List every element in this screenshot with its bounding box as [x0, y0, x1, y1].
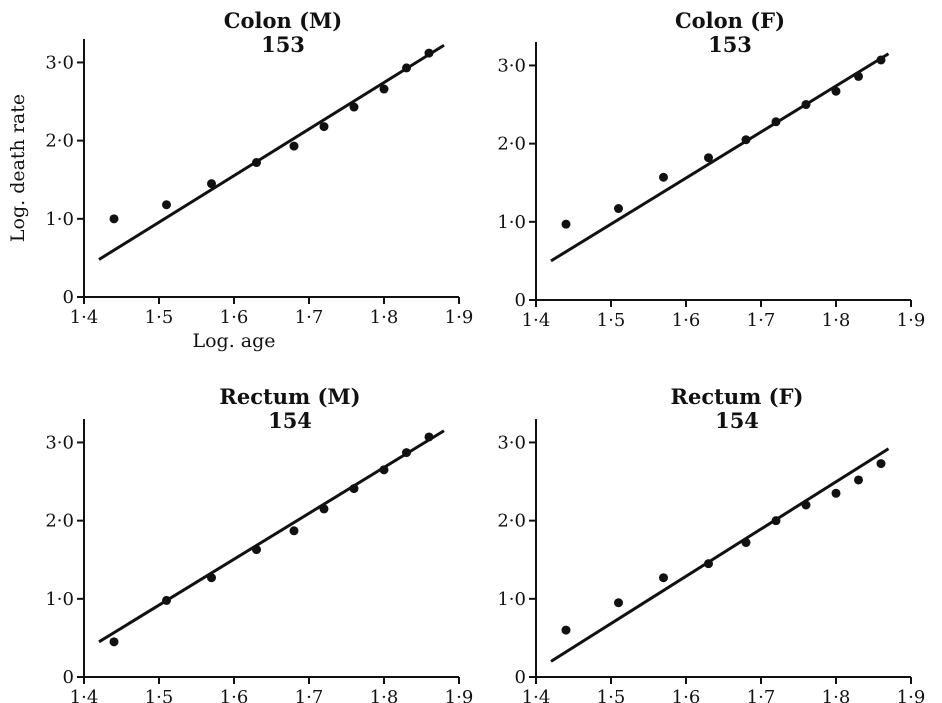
data-point: [207, 179, 216, 189]
fit-line: [550, 52, 890, 263]
chart-subtitle: 154: [268, 408, 312, 433]
x-tick-label: 1·8: [370, 687, 399, 703]
data-point: [424, 48, 434, 58]
data-point: [831, 86, 841, 96]
x-tick-label: 1·7: [295, 307, 324, 328]
data-point: [424, 432, 434, 442]
chart-subtitle: 153: [261, 32, 305, 57]
data-point: [614, 204, 623, 214]
data-point: [801, 100, 811, 110]
x-tick-label: 1·4: [522, 310, 551, 331]
chart-subtitle: 153: [708, 32, 752, 57]
fit-line: [550, 447, 890, 663]
y-tick-label: 0: [63, 667, 74, 688]
y-tick-label: 2·0: [45, 131, 74, 152]
data-point: [162, 595, 171, 605]
y-tick-label: 3·0: [45, 432, 74, 453]
x-tick-label: 1·9: [445, 687, 474, 703]
chart-panel-2: Colon (F)153 1·4 1·5 1·6 1·7 1·8 1·9 0 1·0 2·0 3·0: [497, 8, 925, 331]
data-point: [109, 637, 119, 647]
x-tick-label: 1·5: [597, 687, 626, 703]
data-point: [319, 504, 329, 514]
data-point: [876, 459, 886, 469]
data-point: [704, 559, 713, 569]
chart-subtitle: 154: [715, 408, 759, 433]
y-tick-label: 1·0: [497, 589, 526, 610]
data-point: [659, 172, 668, 182]
y-tick-label: 3·0: [497, 432, 526, 453]
y-tick-label: 2·0: [45, 511, 74, 532]
data-point: [741, 135, 751, 145]
data-point: [349, 102, 359, 112]
x-tick-label: 1·7: [295, 687, 324, 703]
data-point: [402, 448, 411, 458]
x-tick-label: 1·6: [672, 687, 701, 703]
data-point: [659, 573, 668, 583]
x-tick-label: 1·4: [522, 687, 551, 703]
data-point: [801, 500, 811, 510]
data-point: [771, 516, 781, 526]
data-point: [854, 71, 863, 81]
y-tick-label: 1·0: [497, 212, 526, 233]
data-point: [379, 84, 389, 94]
x-tick-label: 1·9: [897, 687, 926, 703]
data-point: [876, 55, 886, 65]
chart-title: Colon (M): [224, 8, 342, 33]
data-point: [319, 122, 329, 132]
y-tick-label: 2·0: [497, 511, 526, 532]
x-tick-label: 1·7: [747, 687, 776, 703]
fit-line: [98, 429, 445, 644]
chart-panel-3: Rectum (M)154 1·4 1·5 1·6 1·7 1·8 1·9 0 1·0 2·0 3·…: [45, 384, 473, 703]
x-tick-label: 1·7: [747, 310, 776, 331]
x-tick-label: 1·6: [672, 310, 701, 331]
data-point: [379, 465, 389, 475]
y-tick-label: 3·0: [45, 52, 74, 73]
data-point: [252, 545, 261, 555]
data-point: [162, 200, 171, 210]
x-tick-label: 1·8: [822, 687, 851, 703]
data-point: [561, 219, 571, 229]
y-tick-label: 3·0: [497, 55, 526, 76]
chart-title: Rectum (F): [671, 384, 804, 409]
data-point: [252, 158, 261, 168]
data-point: [402, 63, 411, 73]
x-tick-label: 1·4: [70, 687, 99, 703]
x-tick-label: 1·5: [145, 307, 174, 328]
y-axis-label: Log. death rate: [7, 94, 29, 242]
data-point: [289, 526, 299, 536]
x-tick-label: 1·8: [370, 307, 399, 328]
chart-panel-1: Colon (M)153 1·4 1·5 1·6 1·7 1·8 1·9 0 1·0 2·0 3·0…: [7, 8, 473, 352]
y-tick-label: 2·0: [497, 134, 526, 155]
data-point: [349, 484, 359, 494]
y-tick-label: 0: [515, 290, 526, 311]
fit-line: [98, 43, 445, 261]
x-axis-label: Log. age: [192, 330, 275, 352]
x-tick-label: 1·6: [220, 307, 249, 328]
data-point: [109, 214, 119, 224]
chart-panel-4: Rectum (F)154 1·4 1·5 1·6 1·7 1·8 1·9 0 1·0 2·0 3·…: [497, 384, 925, 703]
data-point: [771, 117, 781, 127]
x-tick-label: 1·6: [220, 687, 249, 703]
x-tick-label: 1·5: [145, 687, 174, 703]
x-tick-label: 1·8: [822, 310, 851, 331]
data-point: [207, 573, 216, 583]
x-tick-label: 1·9: [897, 310, 926, 331]
data-point: [831, 488, 841, 498]
y-tick-label: 0: [63, 287, 74, 308]
x-tick-label: 1·9: [445, 307, 474, 328]
chart-title: Colon (F): [675, 8, 785, 33]
data-point: [704, 153, 713, 163]
x-tick-label: 1·4: [70, 307, 99, 328]
data-point: [614, 598, 623, 608]
data-point: [741, 538, 751, 548]
data-point: [561, 625, 571, 635]
y-tick-label: 0: [515, 667, 526, 688]
data-point: [854, 475, 863, 485]
y-tick-label: 1·0: [45, 209, 74, 230]
x-tick-label: 1·5: [597, 310, 626, 331]
y-tick-label: 1·0: [45, 589, 74, 610]
data-point: [289, 141, 299, 151]
chart-title: Rectum (M): [219, 384, 360, 409]
